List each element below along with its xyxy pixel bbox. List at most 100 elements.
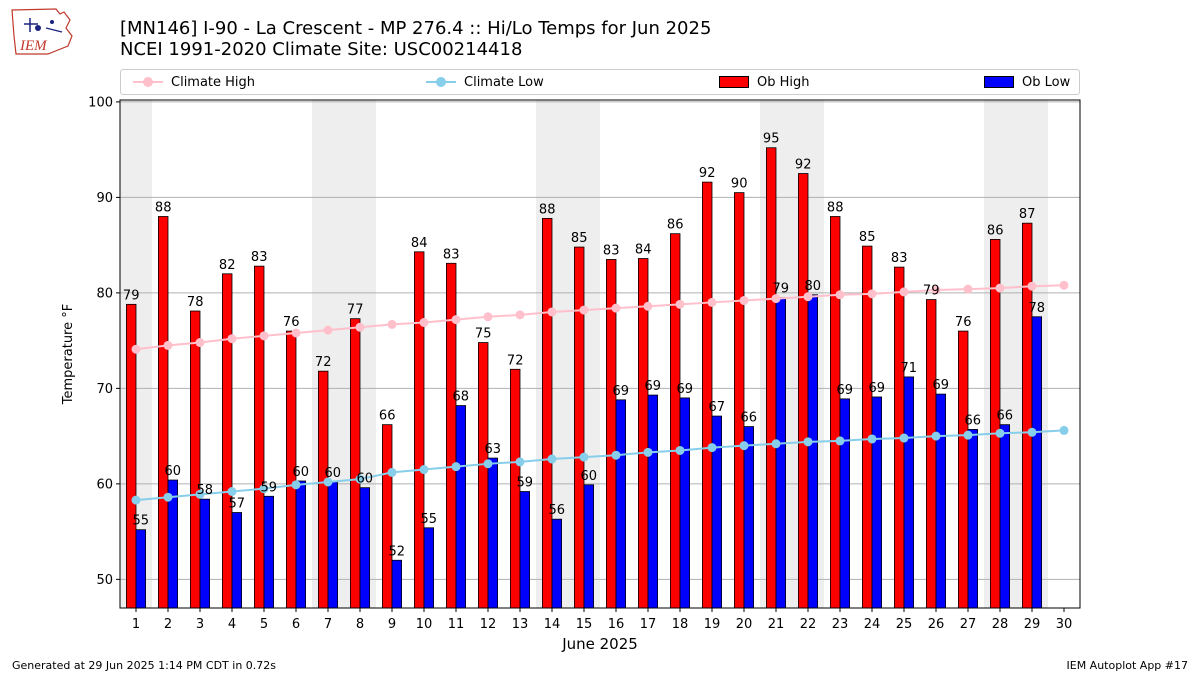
ob-high-value-label: 83 — [891, 251, 908, 266]
x-tick-label: 10 — [416, 617, 433, 632]
climate-high-point — [803, 292, 813, 302]
ob-low-value-label: 60 — [293, 465, 310, 480]
ob-high-value-label: 79 — [123, 288, 140, 303]
climate-low-point — [963, 430, 973, 440]
climate-high-point — [579, 305, 589, 315]
ob-low-bar — [199, 498, 211, 609]
x-tick-label: 30 — [1056, 617, 1073, 632]
ob-low-value-label: 58 — [197, 483, 214, 498]
x-tick-label: 20 — [736, 617, 753, 632]
climate-low-point — [451, 462, 461, 472]
ob-low-bar — [455, 405, 467, 609]
ob-high-value-label: 92 — [699, 166, 716, 181]
ob-high-value-label: 76 — [283, 315, 300, 330]
climate-low-line — [135, 429, 1065, 502]
x-tick-label: 4 — [228, 617, 236, 632]
ob-low-bar — [743, 426, 755, 609]
x-tick-label: 27 — [960, 617, 977, 632]
y-tick-label: 80 — [96, 286, 113, 301]
ob-high-bar — [477, 342, 489, 609]
ob-high-bar — [189, 310, 201, 609]
ob-high-bar — [542, 218, 553, 609]
chart-legend: Climate High Climate Low Ob High Ob Low — [120, 69, 1080, 95]
x-tick-label: 26 — [928, 617, 945, 632]
x-tick-label: 11 — [448, 617, 465, 632]
ob-high-value-label: 75 — [475, 327, 492, 342]
ob-high-bar — [702, 181, 713, 609]
ob-high-value-label: 76 — [955, 315, 972, 330]
climate-high-point — [483, 312, 493, 322]
ob-high-bar — [381, 424, 393, 609]
climate-high-point — [707, 297, 717, 307]
climate-low-point — [867, 434, 877, 444]
ob-low-value-label: 69 — [837, 383, 854, 398]
ob-high-value-label: 88 — [539, 202, 556, 217]
ob-low-value-label: 66 — [741, 411, 758, 426]
plot-frame — [119, 99, 1081, 609]
ob-low-value-label: 56 — [549, 503, 566, 518]
ob-low-bar — [935, 393, 947, 609]
climate-low-point — [419, 465, 429, 475]
generated-note: Generated at 29 Jun 2025 1:14 PM CDT in … — [12, 659, 277, 672]
ob-low-bar — [231, 512, 243, 609]
climate-low-swatch — [426, 77, 456, 87]
ob-high-bar — [349, 318, 361, 609]
climate-low-point — [483, 459, 493, 469]
ob-low-value-label: 69 — [869, 381, 886, 396]
climate-low-point — [643, 447, 653, 457]
climate-low-point — [1059, 425, 1069, 435]
ob-high-value-label: 72 — [315, 355, 332, 370]
y-tick-label: 60 — [96, 477, 113, 492]
ob-low-bar — [327, 481, 339, 609]
ob-low-value-label: 60 — [165, 464, 182, 479]
x-tick-label: 3 — [196, 617, 204, 632]
ob-low-bar — [679, 397, 691, 609]
ob-low-swatch — [984, 76, 1014, 88]
ob-low-bar — [519, 491, 531, 609]
ob-high-value-label: 90 — [731, 177, 748, 192]
ob-high-swatch — [719, 76, 749, 88]
ob-high-value-label: 83 — [251, 250, 268, 265]
x-tick-label: 8 — [356, 617, 364, 632]
climate-low-point — [579, 452, 589, 462]
climate-high-point — [931, 285, 941, 295]
ob-high-bar — [638, 258, 649, 609]
ob-low-bar — [967, 429, 979, 609]
climate-low-point — [995, 428, 1005, 438]
ob-high-bar — [862, 245, 873, 609]
climate-low-point — [931, 431, 941, 441]
ob-low-bar — [775, 297, 787, 609]
ob-low-bar — [1031, 316, 1043, 609]
ob-low-bar — [583, 484, 595, 609]
ob-low-value-label: 69 — [933, 378, 950, 393]
x-tick-label: 12 — [480, 617, 497, 632]
climate-high-point — [867, 289, 877, 299]
logo-text: IEM — [19, 38, 48, 54]
ob-low-bar — [647, 394, 659, 609]
legend-item-ob-high: Ob High — [719, 70, 810, 94]
ob-high-value-label: 77 — [347, 303, 364, 318]
x-tick-label: 22 — [800, 617, 817, 632]
ob-low-value-label: 69 — [677, 382, 694, 397]
x-tick-label: 6 — [292, 617, 300, 632]
ob-low-value-label: 68 — [453, 390, 470, 405]
y-axis-label: Temperature °F — [61, 304, 76, 405]
climate-high-point — [515, 310, 525, 320]
ob-high-value-label: 83 — [603, 243, 620, 258]
climate-high-point — [643, 301, 653, 311]
ob-high-bar — [670, 233, 681, 609]
ob-high-value-label: 92 — [795, 158, 812, 173]
climate-low-point — [259, 484, 269, 494]
ob-high-bar — [990, 239, 1001, 609]
x-tick-label: 28 — [992, 617, 1009, 632]
x-tick-label: 14 — [544, 617, 561, 632]
ob-low-value-label: 60 — [581, 469, 598, 484]
ob-high-value-label: 85 — [859, 230, 876, 245]
x-tick-label: 24 — [864, 617, 881, 632]
climate-high-point — [963, 284, 973, 294]
ob-low-bar — [295, 480, 307, 609]
ob-low-bar — [359, 487, 371, 609]
ob-low-value-label: 71 — [901, 361, 918, 376]
ob-high-bar — [1022, 222, 1033, 609]
ob-high-bar — [413, 251, 425, 609]
